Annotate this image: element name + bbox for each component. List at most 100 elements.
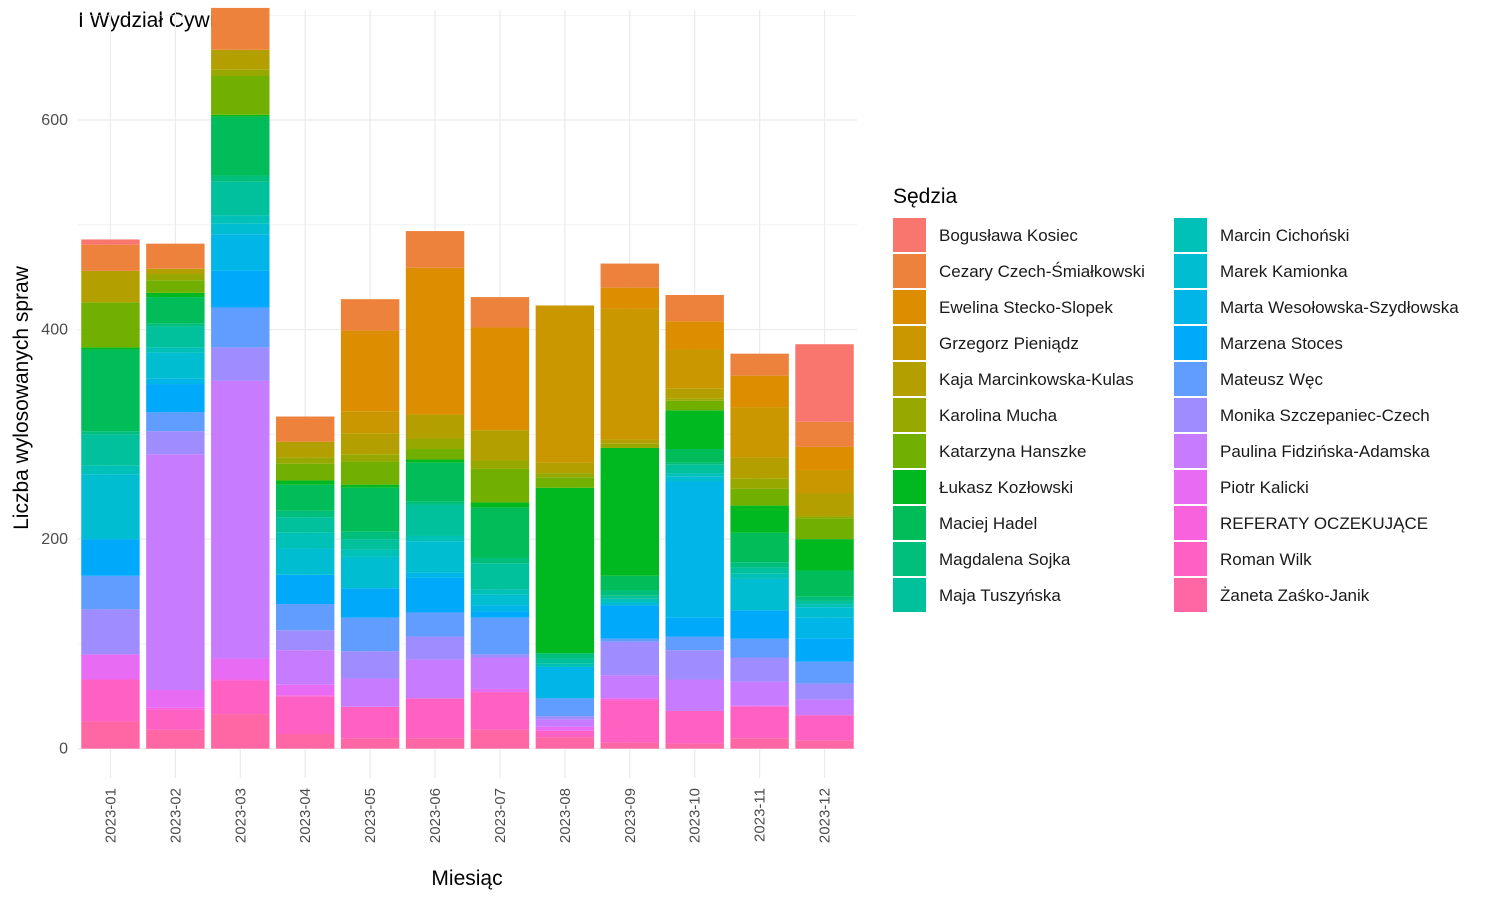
x-tick-label: 2023-10	[687, 788, 704, 843]
bar-segment	[340, 556, 400, 589]
chart-title: I Wydział Cywilny	[78, 9, 242, 32]
bar-segment	[81, 609, 140, 655]
bar-segment	[665, 349, 724, 389]
bar-segment	[146, 378, 205, 385]
legend-label: Paulina Fidzińska-Adamska	[1220, 442, 1430, 461]
bar-segment	[795, 518, 854, 540]
legend-label: Karolina Mucha	[939, 406, 1058, 425]
bar-segment	[405, 438, 465, 450]
legend-key	[893, 434, 926, 468]
bar-segment	[470, 507, 530, 558]
bar-segment	[81, 349, 140, 432]
bar-segment	[730, 562, 789, 568]
bar-segment	[81, 244, 140, 271]
legend-label: Bogusława Kosiec	[939, 226, 1078, 245]
legend-key	[893, 290, 926, 324]
legend-label: Żaneta Zaśko-Janik	[1220, 586, 1370, 605]
bar-segment	[275, 480, 335, 485]
x-axis-title: Miesiąc	[431, 867, 502, 890]
legend: Bogusława Kosiec Cezary Czech-Śmiałkowski…	[893, 218, 1459, 612]
legend-key	[1174, 470, 1207, 504]
bar-segment	[795, 516, 854, 519]
bar-segment	[275, 517, 335, 533]
bar-segment	[795, 661, 854, 684]
bar-segment	[730, 375, 789, 408]
bar-segment	[730, 488, 789, 506]
legend-key	[1174, 218, 1207, 252]
bar-segment	[600, 287, 660, 309]
bar-segment	[405, 738, 465, 749]
bar-segment	[795, 446, 854, 470]
legend-key	[1174, 578, 1207, 612]
legend-key	[1174, 398, 1207, 432]
bar-segment	[81, 434, 140, 466]
y-axis: 0 200 400 600	[41, 112, 68, 758]
bar-segment	[211, 347, 270, 381]
bar-segment	[211, 215, 270, 224]
bar-segment	[600, 698, 660, 701]
bar-segment	[600, 598, 660, 602]
x-tick-label: 2023-11	[752, 788, 769, 842]
bar-segment	[405, 449, 465, 460]
bar-segment	[275, 532, 335, 549]
bar-segment	[275, 416, 335, 442]
bar-segment	[730, 705, 789, 707]
bar-segment	[665, 294, 724, 322]
bar-segment	[795, 344, 854, 422]
bar-segment	[405, 572, 465, 578]
bar-segment	[146, 274, 205, 281]
bar-segment	[470, 468, 530, 503]
legend-label: REFERATY OCZEKUJĄCE	[1220, 514, 1428, 533]
bar-segment	[600, 641, 660, 676]
bar-segment	[665, 388, 724, 399]
legend-key	[893, 218, 926, 252]
bar-segment	[665, 650, 724, 680]
bar-segment	[795, 683, 854, 700]
bar-segment	[405, 698, 465, 739]
bar-segment	[340, 738, 400, 749]
bar-segment	[405, 504, 465, 536]
legend-label: Marzena Stoces	[1220, 334, 1343, 353]
bar-segment	[211, 680, 270, 715]
bar-segment	[730, 638, 789, 658]
bar-segment	[795, 638, 854, 662]
legend-key	[1174, 290, 1207, 324]
bar-segment	[470, 654, 530, 658]
bar-segment	[211, 234, 270, 271]
bar-segment	[211, 307, 270, 348]
bar-segment	[405, 462, 465, 502]
bar-segment	[146, 280, 205, 293]
bar-segment	[275, 484, 335, 511]
bar-segment	[275, 684, 335, 696]
bar-segment	[340, 411, 400, 434]
bar-segment	[211, 270, 270, 308]
bar-segment	[275, 695, 335, 697]
bar-segment	[535, 473, 595, 478]
bar-segment	[405, 636, 465, 660]
bar-segment	[795, 604, 854, 608]
bar-segment	[211, 223, 270, 235]
bar-segment	[730, 610, 789, 639]
bar-segment	[600, 675, 660, 699]
bar-segment	[405, 541, 465, 573]
legend-label: Marta Wesołowska-Szydłowska	[1220, 298, 1459, 317]
bar-segment	[340, 549, 400, 557]
bar-segment	[600, 595, 660, 599]
bar-segment	[340, 461, 400, 485]
bar-segment	[81, 679, 140, 722]
bar-segment	[730, 657, 789, 682]
legend-key	[893, 326, 926, 360]
bar-segment	[730, 457, 789, 479]
bar-segment	[730, 681, 789, 706]
x-tick-label: 2023-09	[622, 788, 639, 843]
bar-segment	[730, 407, 789, 458]
bar-segment	[470, 617, 530, 655]
bar-segment	[600, 447, 660, 576]
y-tick-label: 0	[59, 741, 68, 758]
bar-segment	[81, 474, 140, 540]
legend-label: Piotr Kalicki	[1220, 478, 1309, 497]
bar-segment	[405, 535, 465, 542]
x-tick-label: 2023-03	[232, 788, 249, 843]
bar-segment	[600, 700, 660, 743]
bar-segment	[146, 323, 205, 327]
